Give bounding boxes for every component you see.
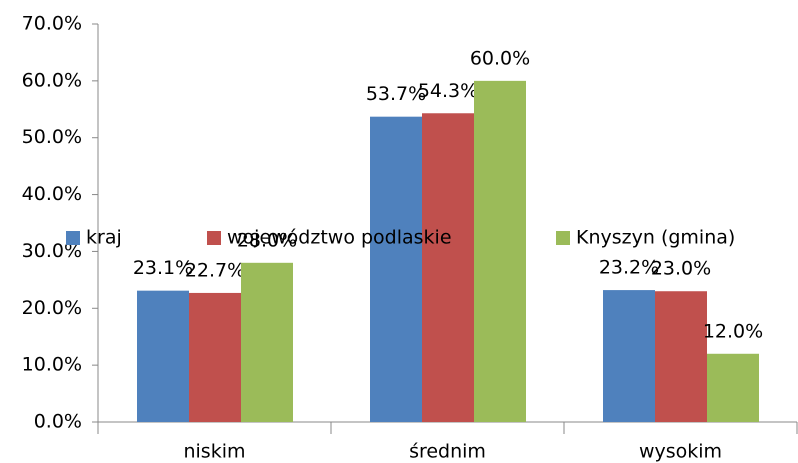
y-tick-label: 60.0% bbox=[22, 69, 82, 91]
y-tick-label: 0.0% bbox=[34, 411, 82, 433]
y-tick-label: 20.0% bbox=[22, 297, 82, 319]
value-label: 23.0% bbox=[651, 258, 711, 280]
legend-label: kraj bbox=[86, 227, 122, 249]
legend-swatch bbox=[207, 231, 221, 245]
x-tick-label: wysokim bbox=[639, 441, 722, 463]
y-tick-label: 70.0% bbox=[22, 13, 82, 35]
value-label: 54.3% bbox=[418, 80, 478, 102]
bar bbox=[707, 353, 759, 422]
bar bbox=[241, 262, 293, 422]
value-label: 22.7% bbox=[185, 259, 245, 281]
x-tick-label: niskim bbox=[183, 441, 245, 463]
value-label: 53.7% bbox=[366, 83, 426, 105]
bar bbox=[189, 292, 241, 422]
value-label: 28.0% bbox=[237, 229, 297, 251]
bar bbox=[655, 291, 707, 422]
legend-swatch bbox=[556, 231, 570, 245]
y-tick-label: 40.0% bbox=[22, 183, 82, 205]
bar bbox=[422, 113, 474, 422]
value-label: 23.2% bbox=[599, 257, 659, 279]
value-label: 23.1% bbox=[133, 257, 193, 279]
value-label: 12.0% bbox=[703, 320, 763, 342]
y-tick-label: 10.0% bbox=[22, 354, 82, 376]
bar bbox=[137, 290, 189, 422]
y-tick-label: 30.0% bbox=[22, 240, 82, 262]
value-label: 60.0% bbox=[470, 47, 530, 69]
legend-swatch bbox=[66, 231, 80, 245]
bar bbox=[474, 80, 526, 422]
bar bbox=[603, 290, 655, 422]
y-tick-label: 50.0% bbox=[22, 126, 82, 148]
legend-label: województwo podlaskie bbox=[227, 227, 452, 249]
legend-label: Knyszyn (gmina) bbox=[576, 227, 735, 249]
x-tick-label: średnim bbox=[409, 441, 486, 463]
bar bbox=[370, 116, 422, 423]
